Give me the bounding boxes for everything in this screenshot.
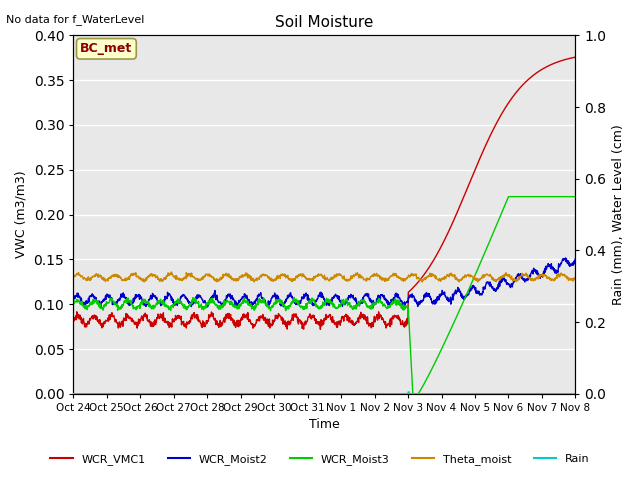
- Text: BC_met: BC_met: [80, 42, 132, 55]
- X-axis label: Time: Time: [309, 419, 340, 432]
- Title: Soil Moisture: Soil Moisture: [275, 15, 374, 30]
- Y-axis label: VWC (m3/m3): VWC (m3/m3): [15, 171, 28, 258]
- Text: No data for f_WaterLevel: No data for f_WaterLevel: [6, 14, 145, 25]
- Y-axis label: Rain (mm), Water Level (cm): Rain (mm), Water Level (cm): [612, 124, 625, 305]
- Legend: WCR_VMC1, WCR_Moist2, WCR_Moist3, Theta_moist, Rain: WCR_VMC1, WCR_Moist2, WCR_Moist3, Theta_…: [46, 450, 594, 469]
